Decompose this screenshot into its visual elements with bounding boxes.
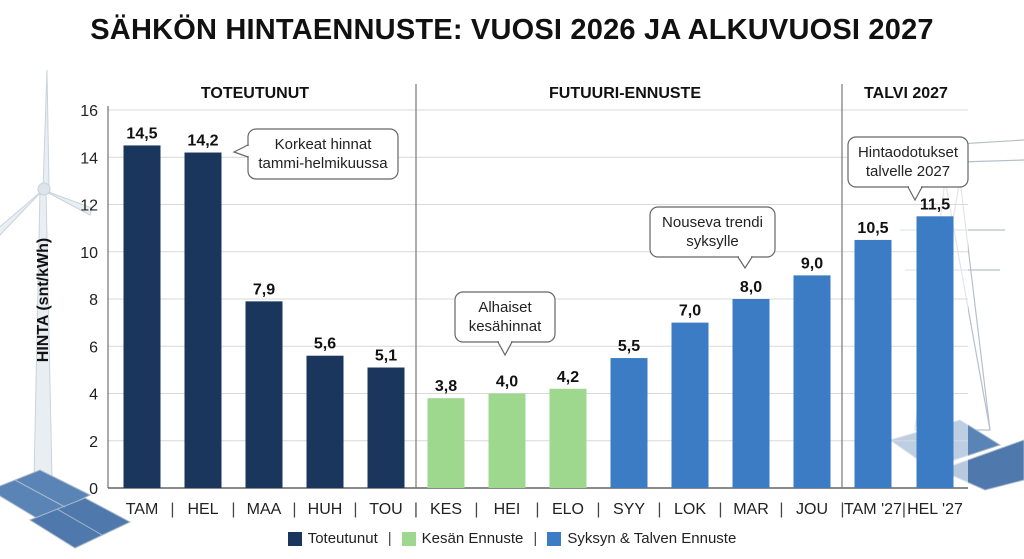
bar-value-label: 4,0 (496, 374, 518, 391)
legend-separator: | (533, 530, 538, 547)
x-tick-label: SYY (613, 501, 645, 518)
legend-item-syksyn-talven-ennuste: Syksyn & Talven Ennuste (547, 530, 736, 547)
legend-swatch-syksyn-talven-ennuste (547, 531, 562, 546)
legend-swatch-kesan-ennuste (401, 531, 416, 546)
y-tick-label: 10 (80, 245, 98, 262)
legend-label-kesan-ennuste: Kesän Ennuste (421, 530, 524, 547)
y-tick-label: 6 (89, 339, 98, 356)
bar-value-label: 4,2 (557, 369, 579, 386)
annotation-text: kesähinnat (469, 318, 542, 335)
y-tick-label: 16 (80, 103, 98, 120)
annotation-text: Hintaodotukset (858, 144, 959, 161)
bar (793, 275, 831, 488)
x-tick-label: TOU (369, 501, 402, 518)
y-tick-label: 12 (80, 198, 98, 215)
bar (854, 239, 892, 488)
annotation-text: Korkeat hinnat (275, 136, 373, 153)
section-label: FUTUURI-ENNUSTE (549, 85, 701, 102)
x-tick-label: TAM (126, 501, 159, 518)
x-tick-label: KES (430, 501, 462, 518)
y-axis-label: HINTA (snt/kWh) (35, 238, 52, 362)
annotation-text: talvelle 2027 (866, 163, 950, 180)
legend-item-kesan-ennuste: Kesän Ennuste (401, 530, 524, 547)
bar (671, 322, 709, 488)
x-tick-label: HEL '27 (907, 501, 963, 518)
bar (184, 152, 222, 488)
solar-panels-illustration (0, 469, 132, 549)
section-label: TALVI 2027 (864, 85, 948, 102)
x-tick-separator: | (657, 501, 661, 518)
chart-legend: Toteutunut | Kesän Ennuste | Syksyn & Ta… (0, 530, 1024, 547)
bar-value-label: 5,6 (314, 336, 336, 353)
bar (549, 388, 587, 488)
bar (488, 393, 526, 488)
bar-value-label: 3,8 (435, 378, 457, 395)
x-tick-label: HEI (494, 501, 521, 518)
bar-value-label: 7,0 (679, 303, 701, 320)
legend-label-toteutunut: Toteutunut (307, 530, 378, 547)
y-tick-label: 14 (80, 150, 98, 167)
bar (427, 398, 465, 488)
legend-separator: | (387, 530, 392, 547)
bar-value-label: 14,2 (187, 133, 218, 150)
bar-value-label: 7,9 (253, 281, 275, 298)
x-tick-separator: | (840, 501, 844, 518)
x-tick-label: MAA (247, 501, 282, 518)
y-tick-label: 2 (89, 434, 98, 451)
x-tick-separator: | (596, 501, 600, 518)
bar (610, 358, 648, 488)
bar-value-label: 14,5 (126, 125, 157, 142)
legend-label-syksyn-talven-ennuste: Syksyn & Talven Ennuste (567, 530, 737, 547)
x-tick-label: TAM '27 (844, 501, 902, 518)
y-tick-label: 8 (89, 292, 98, 309)
bar-value-label: 11,5 (920, 196, 950, 213)
x-tick-separator: | (353, 501, 357, 518)
annotation-text: Alhaiset (478, 299, 532, 316)
x-tick-separator: | (718, 501, 722, 518)
annotation-text: syksylle (686, 233, 739, 250)
bar (916, 216, 954, 488)
x-tick-label: ELO (552, 501, 584, 518)
x-tick-separator: | (170, 501, 174, 518)
section-label: TOTEUTUNUT (201, 85, 309, 102)
y-tick-label: 0 (89, 481, 98, 498)
bar-value-label: 5,1 (375, 348, 397, 365)
annotation-text: tammi-helmikuussa (258, 155, 388, 172)
x-tick-label: JOU (796, 501, 828, 518)
y-tick-label: 4 (89, 387, 98, 404)
x-tick-separator: | (535, 501, 539, 518)
bar-value-label: 9,0 (801, 255, 823, 272)
bar (245, 301, 283, 488)
bar (732, 299, 770, 488)
legend-item-toteutunut: Toteutunut (287, 530, 378, 547)
x-tick-separator: | (902, 501, 906, 518)
x-tick-separator: | (414, 501, 418, 518)
bar-value-label: 10,5 (857, 220, 888, 237)
bar-value-label: 8,0 (740, 279, 762, 296)
chart-title: SÄHKÖN HINTAENNUSTE: VUOSI 2026 JA ALKUV… (90, 14, 934, 46)
x-tick-label: MAR (733, 501, 769, 518)
x-tick-separator: | (292, 501, 296, 518)
x-tick-separator: | (779, 501, 783, 518)
x-tick-separator: | (474, 501, 478, 518)
annotation-text: Nouseva trendi (662, 214, 763, 231)
x-tick-separator: | (231, 501, 235, 518)
legend-swatch-toteutunut (287, 531, 302, 546)
bar (306, 355, 344, 488)
x-tick-label: LOK (674, 501, 706, 518)
x-tick-label: HUH (308, 501, 343, 518)
bar (367, 367, 405, 488)
annotation-callout (649, 206, 776, 258)
x-tick-label: HEL (187, 501, 218, 518)
bar (123, 145, 161, 488)
bar-value-label: 5,5 (618, 338, 640, 355)
